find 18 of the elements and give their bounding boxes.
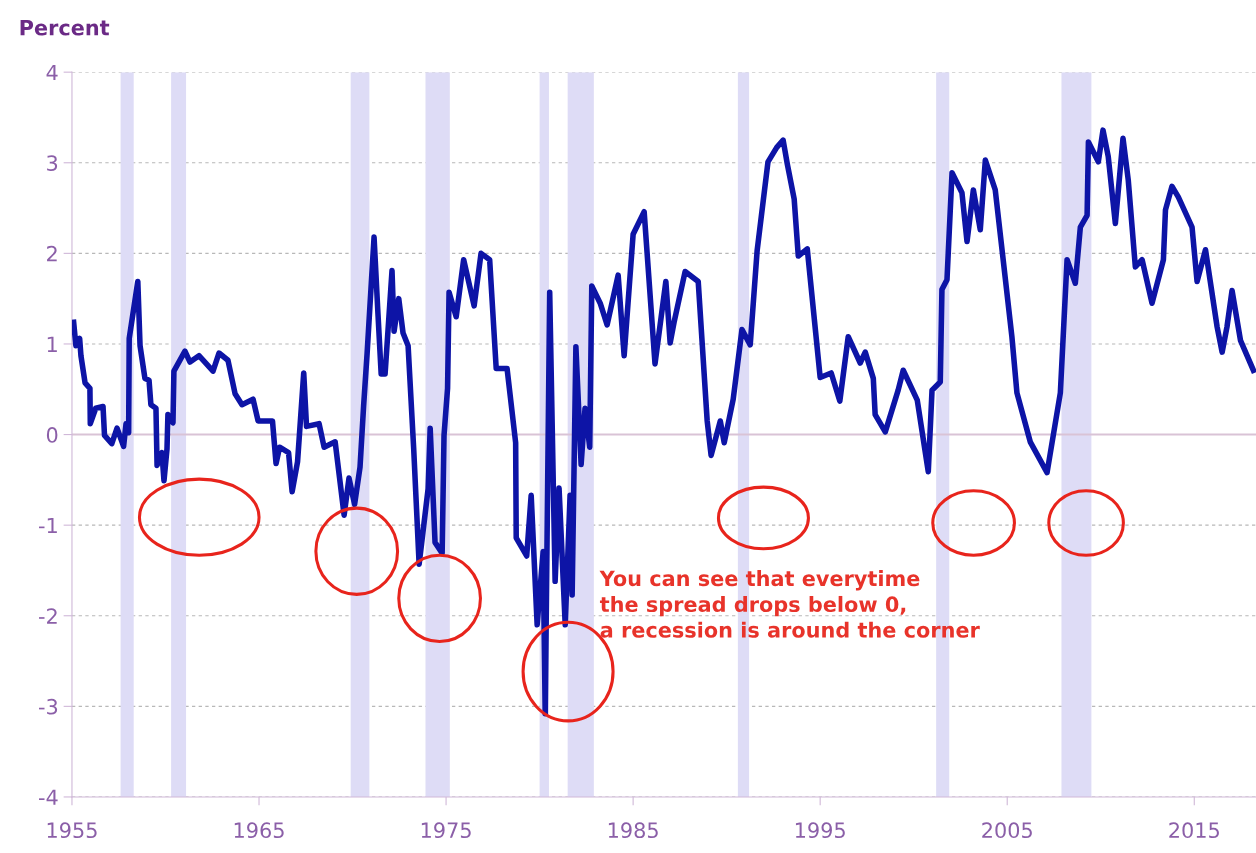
y-tick-label: 3 (47, 155, 58, 171)
y-tick-label: 1 (47, 336, 57, 352)
y-tick-label: 4 (46, 64, 58, 81)
annotation: You can see that everytime the spread drops below 0, a recession is around the corner (599, 570, 980, 638)
y-tick-label: 2 (47, 245, 57, 262)
x-tick-label: 1965 (234, 822, 284, 839)
x-tick-label: 1955 (47, 822, 97, 839)
x-tick-label: 1975 (421, 822, 471, 839)
x-tick-label: 1995 (795, 822, 845, 839)
x-tick-label: 2005 (982, 822, 1032, 839)
x-tick-label: 1985 (608, 822, 658, 839)
y-tick-label: -3 (39, 698, 58, 715)
y-tick-label: -2 (39, 608, 57, 624)
y-axis-title: Percent (20, 20, 110, 36)
y-tick-label: 0 (46, 427, 58, 443)
x-tick-label: 2015 (1169, 822, 1219, 839)
y-tick-label: -1 (39, 517, 57, 534)
y-tick-label: -4 (39, 789, 58, 805)
